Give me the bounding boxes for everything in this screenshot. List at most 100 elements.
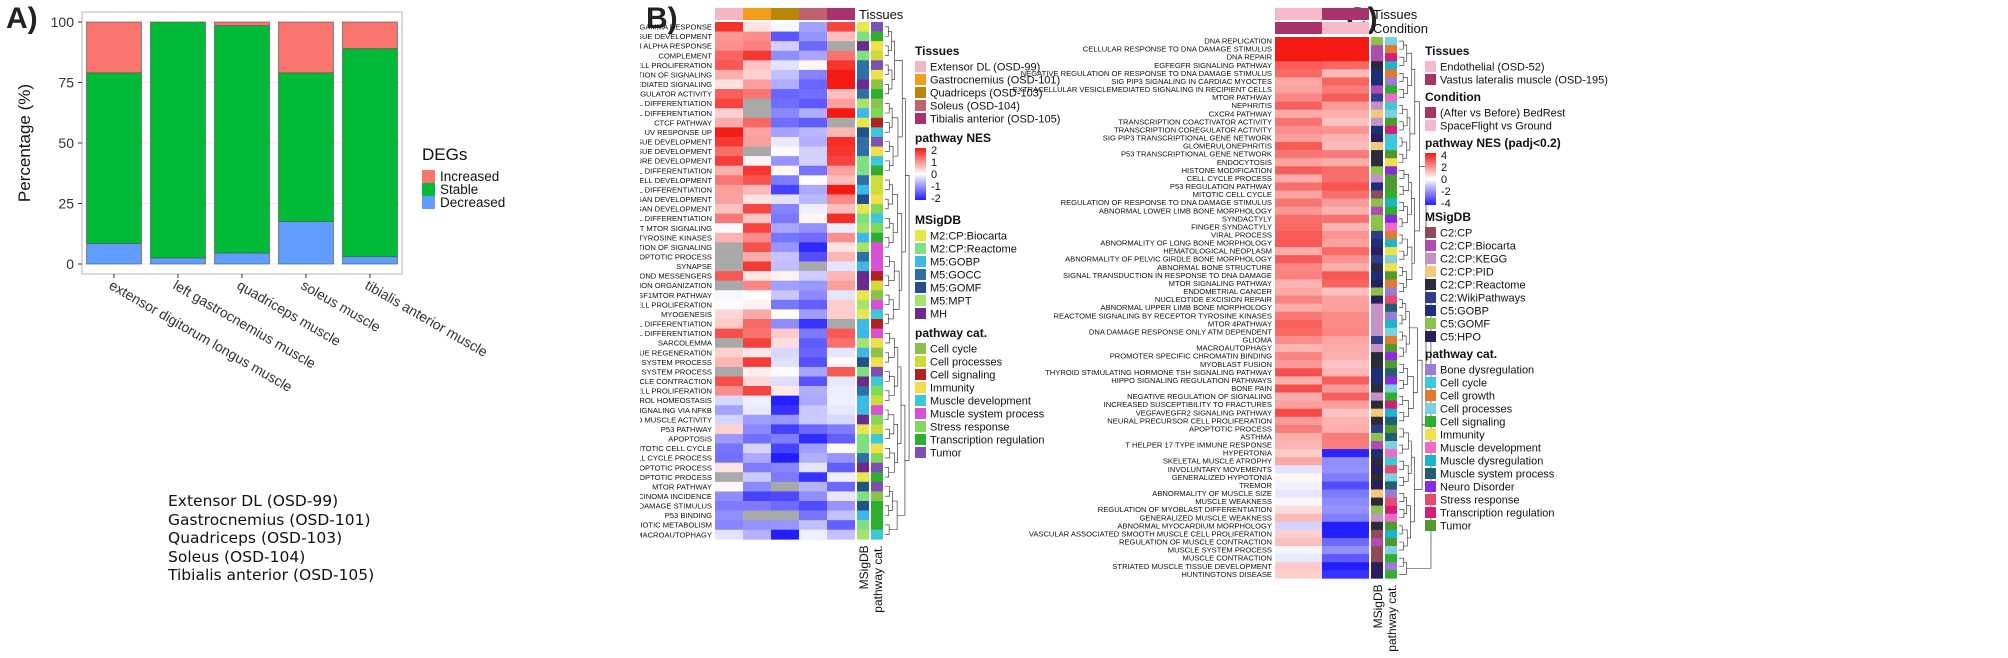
heatmap-cell [715, 529, 743, 540]
heatmap-row-label: PI3K AKT MTOR SIGNALING [640, 224, 712, 233]
msigdb-annotation-cell [857, 510, 869, 521]
heatmap-cell [799, 251, 827, 262]
category-annotation-cell [871, 60, 883, 71]
category-annotation-cell [871, 453, 883, 463]
msigdb-annotation-cell [1371, 295, 1383, 304]
c-dendrogram-branch [1399, 493, 1405, 502]
heatmap-cell [715, 223, 743, 234]
heatmap-cell [1322, 489, 1369, 498]
msigdb-annotation-cell [857, 98, 869, 109]
msigdb-bottom-label: MSigDB [857, 545, 871, 589]
category-annotation-cell [1385, 133, 1397, 143]
heatmap-cell [771, 232, 799, 243]
heatmap-cell [715, 156, 743, 166]
c-dendrogram-branch [1402, 335, 1407, 353]
heatmap-cell [743, 280, 771, 291]
heatmap-cell [827, 146, 855, 157]
msigdb-annotation-cell [1371, 319, 1383, 329]
c-nes-colorbar [1425, 153, 1436, 205]
msigdb-annotation-cell [857, 529, 869, 540]
b-dendrogram-branch [885, 160, 890, 171]
heatmap-cell [771, 261, 799, 272]
y-axis-label: Percentage (%) [15, 84, 34, 202]
heatmap-cell [743, 184, 771, 195]
msigdb-annotation-cell [1371, 505, 1383, 515]
dataset-notes: Extensor DL (OSD-99) Gastrocnemius (OSD-… [168, 492, 374, 585]
b-dendrogram-branch [885, 45, 889, 56]
c-nes-tick: -4 [1441, 198, 1451, 210]
tissue-annotation-cell [827, 8, 855, 20]
msigdb-annotation-cell [1371, 287, 1383, 296]
heatmap-cell [715, 357, 743, 368]
msigdb-annotation-cell [1371, 222, 1383, 232]
heatmap-cell [827, 98, 855, 109]
heatmap-cell [799, 223, 827, 234]
bar-segment-decreased [150, 257, 206, 265]
heatmap-cell [743, 433, 771, 444]
heatmap-cell [799, 395, 827, 406]
b-cat-legend-swatch [915, 395, 926, 406]
heatmap-row-label: MUSCLE CELL DEVELOPMENT [640, 176, 712, 185]
heatmap-cell [827, 318, 855, 329]
b-msigdb-legend-label: M2:CP:Biocarta [930, 231, 1008, 243]
heatmap-cell [715, 299, 743, 310]
heatmap-cell [1322, 61, 1369, 70]
heatmap-cell [827, 79, 855, 90]
heatmap-cell [743, 328, 771, 339]
bar-segment-stable [86, 72, 142, 244]
heatmap-cell [799, 347, 827, 358]
heatmap-cell [1275, 239, 1322, 248]
b-dendrogram-branch [892, 117, 899, 157]
heatmap-row-label: HISTONE MODIFICATION [1182, 166, 1272, 175]
category-annotation-cell [871, 376, 883, 387]
heatmap-cell [799, 433, 827, 444]
b-msigdb-legend-label: M5:GOCC [930, 270, 981, 282]
heatmap-cell [1322, 521, 1369, 531]
msigdb-annotation-cell [1371, 37, 1383, 46]
b-msigdb-legend-label: MH [930, 309, 947, 321]
heatmap-row-label: SYNAPSE [676, 262, 712, 271]
heatmap-cell [1275, 335, 1322, 345]
category-annotation-cell [871, 481, 883, 492]
c-msigdb-legend-label: C2:WikiPathways [1440, 293, 1526, 305]
heatmap-cell [743, 156, 771, 166]
heatmap-row-label: DNA REPAIR [1227, 53, 1273, 62]
c-cat-legend-label: Cell growth [1440, 391, 1495, 403]
b-cat-legend-swatch [915, 447, 926, 458]
b-tissues-legend-label: Tibialis anterior (OSD-105) [930, 114, 1060, 126]
heatmap-cell [743, 251, 771, 262]
b-cat-legend-label: Transcription regulation [930, 435, 1045, 447]
heatmap-cell [827, 462, 855, 473]
c-cat-legend-swatch [1425, 455, 1436, 466]
heatmap-row-label: MITOTIC CELL CYCLE [640, 444, 712, 453]
heatmap-cell [799, 405, 827, 416]
heatmap-cell [1275, 368, 1322, 377]
msigdb-annotation-cell [857, 453, 869, 463]
heatmap-row-label: MTOR PATHWAY [1212, 93, 1272, 102]
heatmap-row-label: THYROID STIMULATING HORMONE TSH SIGNALIN… [1045, 368, 1272, 377]
heatmap-cell [715, 136, 743, 147]
msigdb-annotation-cell [857, 338, 869, 349]
category-annotation-cell [1385, 554, 1397, 563]
heatmap-cell [827, 108, 855, 119]
category-annotation-cell [1385, 150, 1397, 159]
category-annotation-cell [1385, 117, 1397, 127]
heatmap-cell [1322, 37, 1369, 46]
category-annotation-cell [871, 41, 883, 52]
category-annotation-cell [1385, 295, 1397, 304]
b-tissues-legend-swatch [915, 74, 926, 85]
heatmap-cell [799, 165, 827, 176]
bar-segment-decreased [86, 243, 142, 265]
heatmap-cell [1275, 142, 1322, 151]
heatmap-cell [715, 204, 743, 214]
b-cat-legend-label: Tumor [930, 448, 962, 460]
heatmap-row-label: EGFEGFR SIGNALING PATHWAY [1154, 61, 1272, 70]
category-annotation-cell [871, 414, 883, 425]
heatmap-cell [799, 242, 827, 253]
y-tick-label: 50 [58, 135, 74, 151]
heatmap-row-label: SIG PIP3 TRANSCRIPTIONAL GENE NETWORK [1103, 134, 1272, 143]
heatmap-cell [743, 175, 771, 186]
heatmap-row-label: NEGATIVE REGULATION OF VASCULAR ASSOCIAT… [640, 300, 712, 309]
heatmap-cell [1275, 505, 1322, 515]
